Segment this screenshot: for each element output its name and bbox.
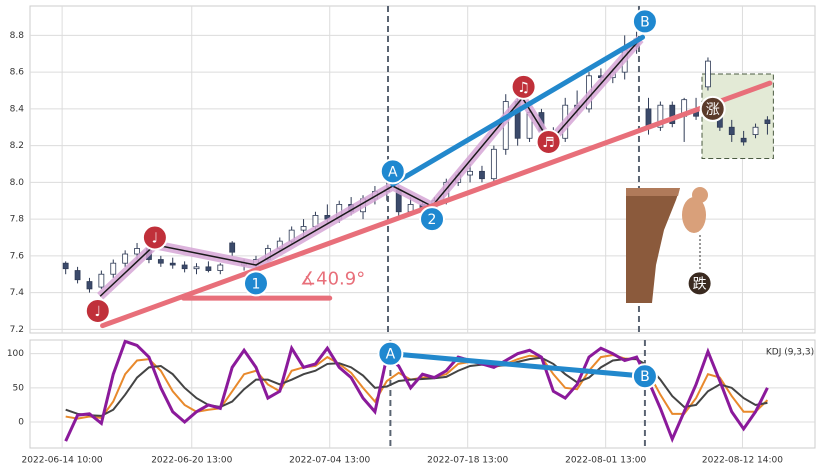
candle-body (740, 137, 747, 143)
candle-body (169, 262, 176, 266)
candle-body (479, 170, 485, 180)
marker (699, 95, 726, 122)
y-tick-label: 8.4 (10, 104, 25, 114)
candle-body (181, 264, 188, 270)
x-tick-label: 2022-07-18 13:00 (427, 456, 508, 466)
x-tick-label: 2022-08-12 14:00 (702, 456, 783, 466)
kdj-label: KDJ (9,3,3) (766, 348, 814, 358)
marker (379, 158, 406, 185)
marker (686, 270, 713, 297)
y-tick-label: 8.0 (10, 178, 25, 188)
candle-body (752, 126, 759, 135)
price-panel (29, 5, 816, 334)
x-tick-label: 2022-06-20 13:00 (151, 456, 232, 466)
candle-body (669, 104, 676, 124)
marker (631, 8, 658, 35)
y-tick-label: 7.8 (10, 215, 25, 225)
y-tick-label: 0 (18, 418, 24, 428)
marker (377, 340, 404, 367)
candle-body (764, 119, 771, 124)
marker (242, 270, 269, 297)
candle-body (193, 266, 200, 270)
trend-line (387, 351, 648, 379)
zigzag-band (97, 36, 644, 300)
candle-body (110, 262, 117, 275)
candle-body (205, 266, 212, 271)
y-tick-label: 8.2 (10, 141, 24, 151)
marker-label: B (640, 14, 650, 30)
y-tick-label: 7.2 (10, 325, 24, 335)
x-tick-label: 2022-06-14 10:00 (22, 456, 103, 466)
candle-body (62, 262, 69, 270)
candle-body (467, 170, 473, 176)
candle-body (74, 270, 81, 281)
marker-label: 跌 (693, 276, 707, 292)
cliff (626, 187, 708, 303)
candle-body (217, 264, 224, 271)
marker (419, 206, 446, 233)
x-tick-label: 2022-07-04 13:00 (289, 456, 370, 466)
candle-body (122, 253, 129, 264)
candle-body (86, 281, 93, 290)
angle-label: ∡40.9° (300, 269, 365, 290)
trend-line (100, 80, 773, 329)
candle-body (300, 226, 307, 231)
candle-body (134, 248, 140, 255)
trend-line (390, 34, 646, 187)
marker (510, 73, 537, 100)
marker-label: 1 (252, 276, 261, 292)
candle-body (657, 104, 664, 128)
y-tick-label: 100 (7, 349, 24, 359)
y-tick-label: 7.6 (10, 251, 25, 261)
marker-label: 2 (428, 212, 437, 228)
marker-label: A (388, 164, 398, 180)
marker-label: A (386, 347, 396, 363)
marker-label: ♫ (517, 80, 530, 96)
zigzag-line (99, 38, 641, 297)
candle-body (98, 273, 105, 288)
kdj-panel (29, 339, 816, 449)
marker-label: 涨 (706, 102, 720, 118)
y-tick-label: 50 (13, 383, 25, 393)
marker (141, 224, 168, 251)
marker (535, 128, 562, 155)
candle-body (490, 148, 497, 180)
candle-body (728, 126, 735, 135)
marker-label: ♩ (152, 230, 159, 246)
marker-label: ♬ (542, 135, 555, 151)
candle-body (705, 60, 711, 88)
marker (631, 363, 658, 390)
y-tick-label: 7.4 (10, 288, 25, 298)
marker (84, 297, 111, 324)
marker-label: ♩ (94, 304, 101, 320)
y-tick-label: 8.8 (10, 31, 25, 41)
x-tick-label: 2022-08-01 13:00 (565, 456, 646, 466)
marker-label: B (640, 369, 650, 385)
y-tick-label: 8.6 (10, 68, 25, 78)
candle-body (157, 259, 164, 264)
candle-body (229, 242, 236, 253)
